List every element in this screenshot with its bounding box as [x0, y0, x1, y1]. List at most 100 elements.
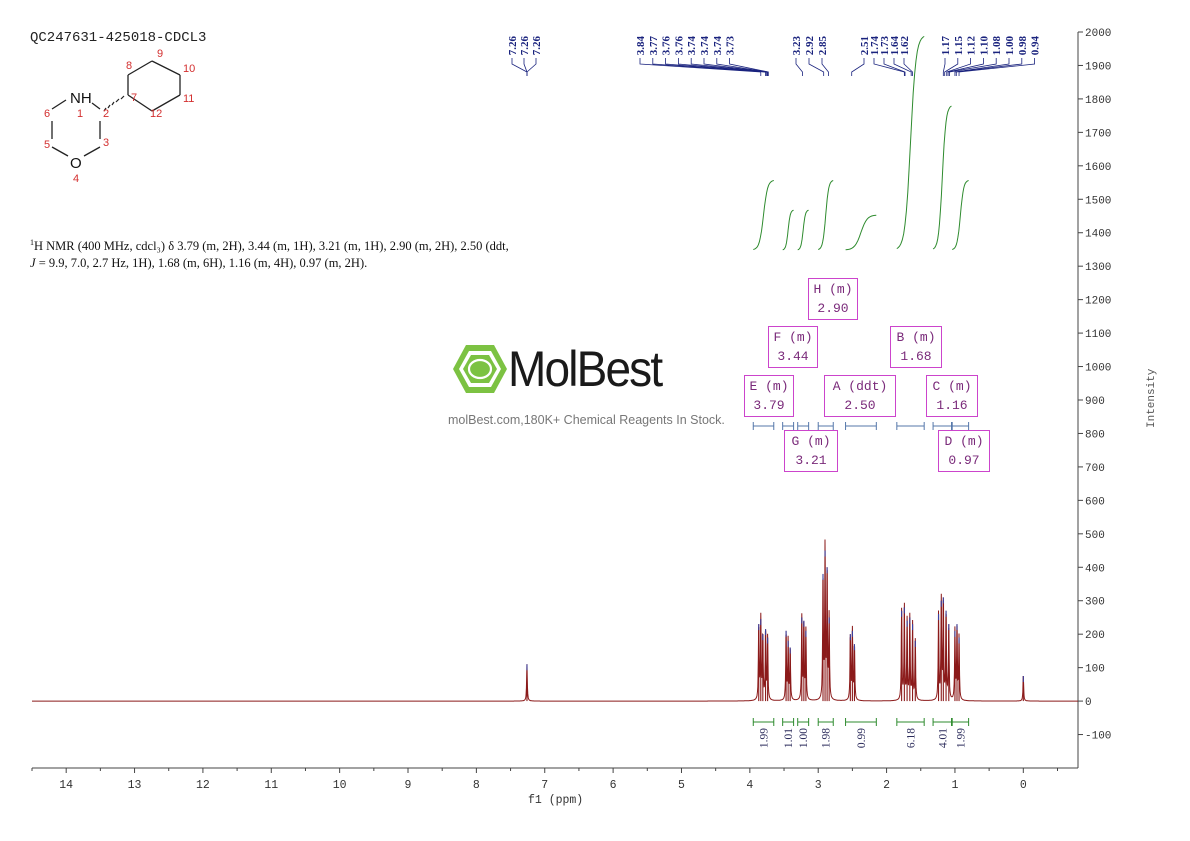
- x-tick-label-9: 5: [678, 779, 685, 792]
- nmr-description-line1: H NMR (400 MHz, cdcl₃) δ 3.79 (m, 2H), 3…: [34, 239, 509, 254]
- peak-label-leader-10: [729, 58, 769, 76]
- structure-label-o: O: [70, 155, 82, 172]
- y-tick-label-20: 0: [1085, 697, 1092, 709]
- multiplet-box-1: F (m) 3.44: [768, 326, 818, 368]
- multiplet-shift-2: 1.68: [900, 349, 932, 364]
- structure-label-9: 9: [157, 48, 163, 60]
- spectrum-line: [32, 539, 1078, 702]
- peak-label-10: 3.73: [725, 36, 737, 56]
- y-tick-label-15: 500: [1085, 530, 1105, 542]
- y-tick-label-4: 1600: [1085, 162, 1111, 174]
- structure-label-4: 4: [73, 173, 79, 185]
- integral-curve-3: [818, 180, 834, 250]
- multiplet-box-2: B (m) 1.68: [890, 326, 942, 368]
- multiplet-label-7: D (m): [944, 434, 984, 449]
- y-tick-label-11: 900: [1085, 396, 1105, 408]
- peak-label-14: 2.51: [859, 36, 871, 55]
- peak-label-25: 0.98: [1017, 36, 1029, 56]
- molbest-tagline: molBest.com,180K+ Chemical Reagents In S…: [448, 413, 725, 427]
- integral-curve-7: [952, 180, 969, 250]
- peak-label-leader-9: [716, 58, 769, 76]
- peak-label-24: 1.00: [1004, 36, 1016, 56]
- multiplet-box-7: D (m) 0.97: [938, 430, 990, 472]
- y-tick-label-2: 1800: [1085, 95, 1111, 107]
- multiplet-label-2: B (m): [896, 330, 936, 345]
- structure-label-5: 5: [44, 139, 50, 151]
- multiplet-shift-0: 2.90: [817, 301, 849, 316]
- peak-label-5: 3.76: [661, 36, 673, 56]
- peak-label-22: 1.10: [978, 36, 990, 56]
- x-tick-label-5: 9: [405, 779, 412, 792]
- peak-label-7: 3.74: [686, 36, 698, 56]
- integral-curve-1: [782, 209, 794, 251]
- peak-label-19: 1.17: [940, 36, 952, 56]
- multiplet-label-3: E (m): [749, 379, 789, 394]
- molbest-logo-text: MolBest: [508, 341, 663, 397]
- peak-label-leader-1: [523, 58, 528, 76]
- structure-label-7: 7: [131, 92, 137, 104]
- x-tick-label-12: 2: [883, 779, 890, 792]
- y-tick-label-8: 1200: [1085, 296, 1111, 308]
- nmr-isotope-superscript: 1: [30, 238, 34, 247]
- multiplet-box-4: A (ddt) 2.50: [824, 375, 896, 417]
- x-tick-label-6: 8: [473, 779, 480, 792]
- peak-label-16: 1.73: [879, 36, 891, 56]
- peak-label-20: 1.15: [953, 36, 965, 56]
- integral-value-7: 1.99: [955, 728, 967, 748]
- peak-label-8: 3.74: [699, 36, 711, 56]
- y-tick-label-21: -100: [1085, 731, 1111, 743]
- x-tick-label-10: 4: [746, 779, 753, 792]
- peak-label-leader-25: [955, 58, 1023, 76]
- peak-label-18: 1.62: [899, 36, 911, 56]
- x-tick-label-7: 7: [541, 779, 548, 792]
- integral-curve-6: [932, 105, 952, 250]
- integral-value-4: 0.99: [856, 728, 868, 748]
- peak-label-leader-11: [795, 58, 803, 76]
- peak-label-leader-2: [526, 58, 537, 76]
- peak-label-6: 3.76: [673, 36, 685, 56]
- integral-value-1: 1.01: [783, 728, 795, 748]
- y-axis-label: Intensity: [1146, 368, 1158, 428]
- peak-label-leader-19: [942, 58, 946, 76]
- structure-label-12: 12: [150, 108, 162, 120]
- y-tick-label-3: 1700: [1085, 128, 1111, 140]
- y-tick-label-12: 800: [1085, 429, 1105, 441]
- multiplet-label-1: F (m): [773, 330, 813, 345]
- peak-label-23: 1.08: [991, 36, 1003, 56]
- structure-label-2: 2: [103, 108, 109, 120]
- peak-label-0: 7.26: [507, 36, 519, 56]
- integral-value-3: 1.98: [821, 728, 833, 748]
- x-tick-label-3: 11: [264, 779, 278, 792]
- y-tick-label-9: 1100: [1085, 329, 1111, 341]
- peak-label-3: 3.84: [635, 36, 647, 56]
- integral-value-2: 1.00: [798, 728, 810, 748]
- peak-label-leader-6: [678, 58, 767, 76]
- y-tick-label-6: 1400: [1085, 229, 1111, 241]
- structure-label-nh: NH: [70, 90, 92, 107]
- peak-label-13: 2.85: [817, 36, 829, 56]
- structure-label-6: 6: [44, 108, 50, 120]
- y-tick-label-13: 700: [1085, 463, 1105, 475]
- y-tick-label-14: 600: [1085, 496, 1105, 508]
- nmr-coupling-symbol: J: [30, 256, 36, 271]
- peak-label-4: 3.77: [648, 36, 660, 56]
- multiplet-shift-6: 3.21: [795, 453, 827, 468]
- peak-label-leader-3: [639, 58, 762, 76]
- integral-value-0: 1.99: [759, 728, 771, 748]
- integral-curve-2: [797, 209, 809, 251]
- integral-curve-4: [845, 214, 877, 251]
- peak-label-17: 1.64: [889, 36, 901, 56]
- x-tick-label-13: 1: [951, 779, 958, 792]
- multiplet-box-0: H (m) 2.90: [808, 278, 858, 320]
- molbest-hexagon-icon: [453, 345, 507, 393]
- peak-label-leader-21: [946, 58, 971, 76]
- y-tick-label-16: 400: [1085, 563, 1105, 575]
- peak-label-leader-26: [958, 58, 1035, 76]
- peak-label-leader-12: [808, 58, 825, 76]
- structure-label-1: 1: [77, 108, 83, 120]
- multiplet-label-0: H (m): [813, 282, 853, 297]
- nmr-description-line2: = 9.9, 7.0, 2.7 Hz, 1H), 1.68 (m, 6H), 1…: [35, 256, 368, 271]
- y-tick-label-7: 1300: [1085, 262, 1111, 274]
- multiplet-shift-4: 2.50: [844, 398, 876, 413]
